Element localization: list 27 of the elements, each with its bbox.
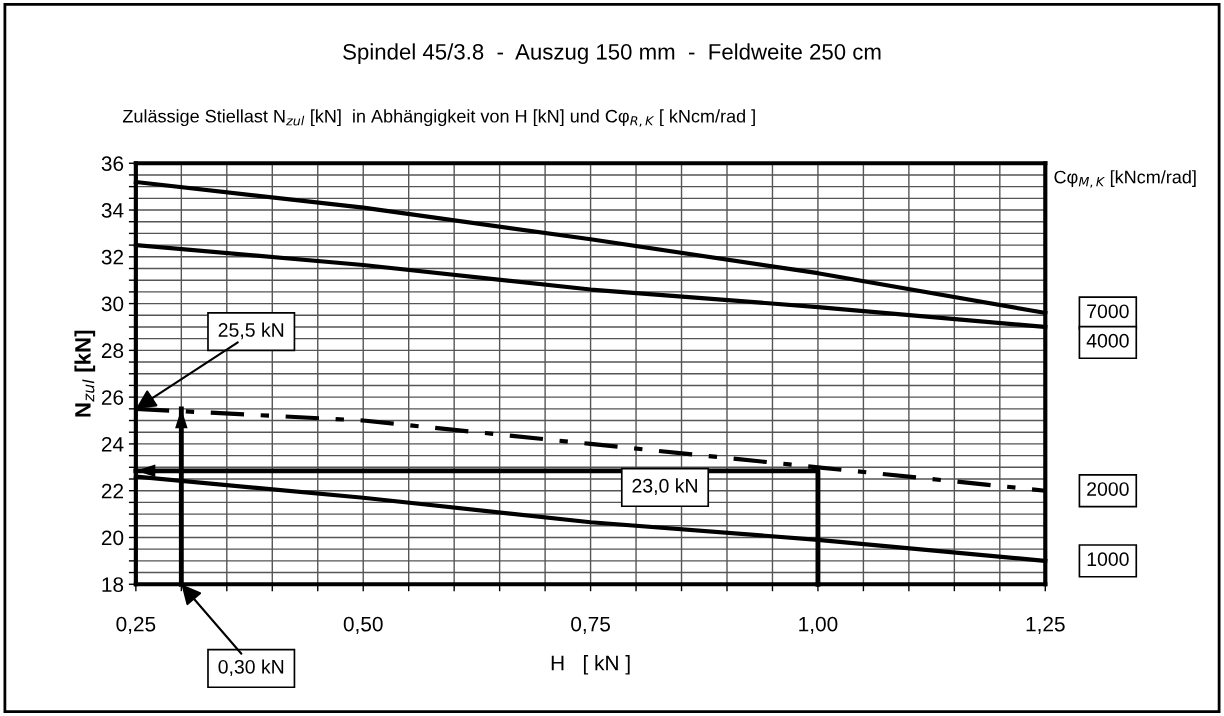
- text: 7000: [1087, 304, 1129, 319]
- y-tick-label: 36: [101, 156, 124, 171]
- x-axis-title: H [ kN ]: [551, 655, 630, 675]
- x-tick-label: 0,75: [571, 616, 610, 634]
- x-tick-label: 0,25: [116, 616, 156, 634]
- x-tick-label: 1,00: [799, 616, 838, 634]
- y-tick-label: 24: [101, 436, 124, 452]
- y-tick-label: 18: [102, 577, 124, 593]
- annotation: 23,0 kN: [632, 478, 697, 495]
- annotation: 25,5 kN: [218, 322, 284, 340]
- legend-label: 4000: [1086, 333, 1129, 348]
- annotation: 0,30 kN: [218, 659, 284, 676]
- y-tick-label: 28: [101, 343, 124, 359]
- y-tick-label: 30: [101, 296, 124, 312]
- text: 1000: [1087, 552, 1129, 567]
- x-tick-label: 0,50: [343, 616, 383, 634]
- y-tick-label: 26: [101, 390, 124, 405]
- y-tick-label: 20: [101, 530, 124, 546]
- y-tick-label: 34: [101, 203, 124, 218]
- y-tick-label: 32: [101, 249, 124, 265]
- chart-title: Spindel 45/3.8 - Auszug 150 mm - Feldweite 250 cm: [343, 43, 881, 65]
- x-tick-label: 1,25: [1026, 616, 1065, 634]
- y-tick-label: 22: [101, 483, 124, 499]
- y-axis-title: N$_{zul}$ [kN]: [74, 330, 96, 417]
- legend-title: Cφ$_{M,K}$ [kNcm/rad]: [1054, 170, 1196, 188]
- chart-subtitle: Zulässige Stiellast N$_{zul}$ [kN] in Abhängigkeit von H [kN] und Cφ$_{R,K}$ [ kNcm/rad ]: [122, 109, 755, 127]
- text: 2000: [1087, 482, 1129, 496]
